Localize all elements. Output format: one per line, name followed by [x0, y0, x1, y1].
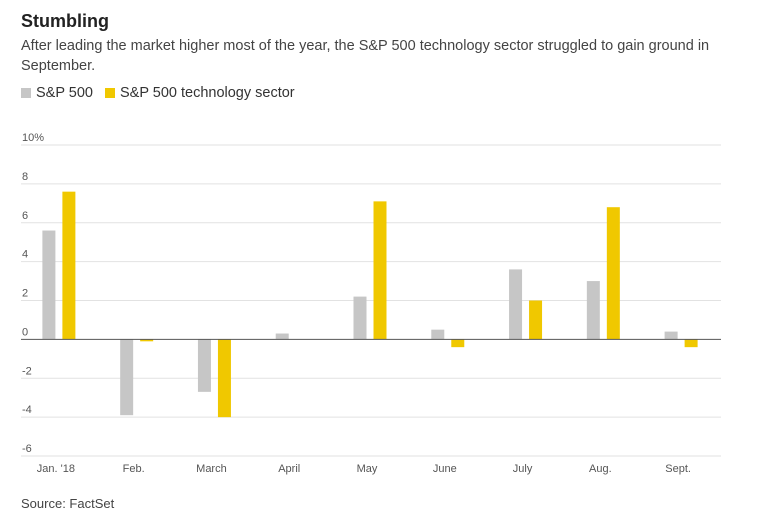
x-tick-label: Aug.: [589, 463, 612, 475]
bar-sp500: [509, 269, 523, 340]
y-tick-label: 6: [22, 210, 28, 222]
bar-sp500: [586, 281, 600, 340]
y-tick-label: -6: [22, 443, 32, 455]
x-tick-label: March: [196, 463, 227, 475]
bar-tech: [451, 339, 465, 348]
legend-item-sp500: S&P 500: [21, 85, 93, 101]
bar-sp500: [431, 329, 445, 340]
y-tick-label: -2: [22, 365, 32, 377]
x-tick-label: July: [513, 463, 533, 475]
x-tick-label: Jan. '18: [37, 463, 75, 475]
chart-legend: S&P 500 S&P 500 technology sector: [21, 85, 307, 101]
source-note: Source: FactSet: [21, 496, 115, 511]
y-tick-label: 4: [22, 249, 28, 261]
bar-tech: [606, 207, 620, 340]
bar-tech: [684, 339, 698, 348]
x-tick-label: Feb.: [123, 463, 145, 475]
x-tick-label: June: [433, 463, 457, 475]
bar-sp500: [275, 333, 289, 340]
legend-item-tech: S&P 500 technology sector: [104, 85, 295, 101]
y-tick-label: 2: [22, 288, 28, 300]
legend-swatch-sp500: [21, 88, 31, 98]
bar-sp500: [353, 296, 367, 340]
bar-sp500: [120, 339, 134, 416]
x-tick-label: Sept.: [665, 463, 691, 475]
x-tick-label: May: [357, 463, 378, 475]
bar-tech: [373, 201, 387, 340]
y-tick-label: 8: [22, 171, 28, 183]
legend-label-sp500: S&P 500: [36, 85, 93, 101]
bar-tech: [62, 191, 76, 340]
bar-tech: [140, 339, 154, 342]
y-tick-label: 10%: [22, 132, 44, 144]
bar-tech: [529, 300, 543, 340]
y-tick-label: -4: [22, 404, 32, 416]
chart-title: Stumbling: [21, 11, 109, 31]
bar-sp500: [42, 230, 56, 340]
y-tick-label: 0: [22, 326, 28, 338]
legend-label-tech: S&P 500 technology sector: [119, 85, 295, 101]
bar-tech: [217, 339, 231, 418]
chart-subtitle: After leading the market higher most of …: [21, 38, 710, 74]
bar-sp500: [664, 331, 678, 340]
x-tick-label: April: [278, 463, 300, 475]
legend-swatch-tech: [104, 88, 115, 98]
bar-sp500: [197, 339, 211, 392]
